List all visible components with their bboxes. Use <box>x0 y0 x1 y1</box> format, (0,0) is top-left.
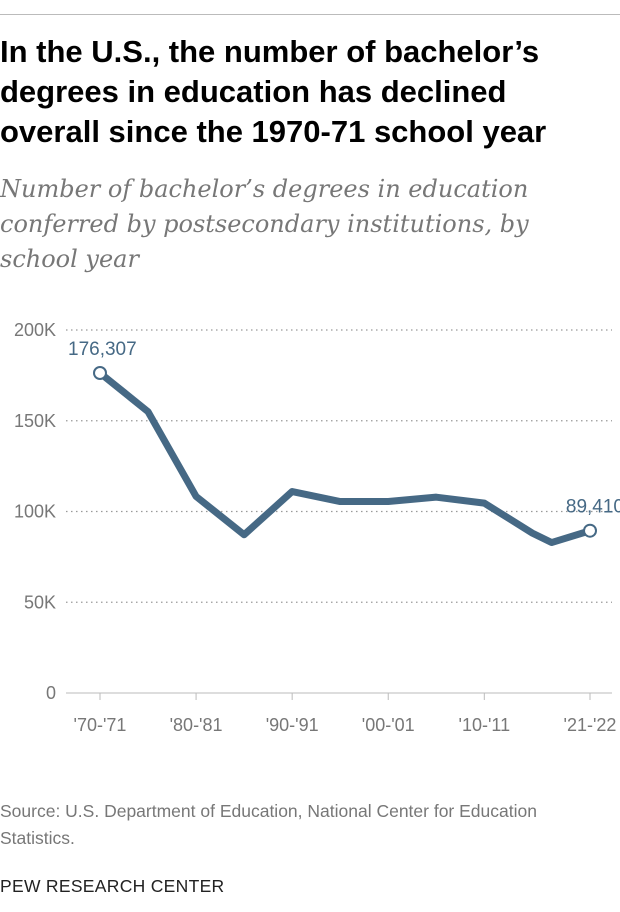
x-tick-label: '21-'22 <box>564 715 617 735</box>
chart-subtitle: Number of bachelor’s degrees in educatio… <box>0 175 529 273</box>
data-label: 89,410 <box>566 497 620 518</box>
x-tick-label: '10-'11 <box>459 715 511 735</box>
source-note: Source: U.S. Department of Education, Na… <box>0 801 537 848</box>
y-tick-label: 0 <box>46 683 56 703</box>
y-tick-label: 200K <box>14 320 56 340</box>
chart-title: In the U.S., the number of bachelor’s de… <box>0 34 547 149</box>
series-line <box>97 370 592 547</box>
brand-logo-text: PEW RESEARCH CENTER <box>0 876 225 896</box>
x-tick-label: '90-'91 <box>266 715 319 735</box>
y-tick-label: 150K <box>14 411 56 431</box>
y-tick-label: 100K <box>14 502 56 522</box>
data-label: 176,307 <box>68 339 137 360</box>
data-point-marker <box>583 523 597 538</box>
line-chart: 0 50K 100K 150K 200K '70-'71 '80-'81 '90-'91 '00… <box>14 320 620 735</box>
x-tick-label: '80-'81 <box>170 715 223 735</box>
data-point-marker <box>93 366 107 381</box>
x-tick-label: '70-'71 <box>74 715 127 735</box>
x-tick-label: '00-'01 <box>362 715 415 735</box>
y-tick-label: 50K <box>24 592 56 612</box>
top-rule <box>0 14 620 15</box>
